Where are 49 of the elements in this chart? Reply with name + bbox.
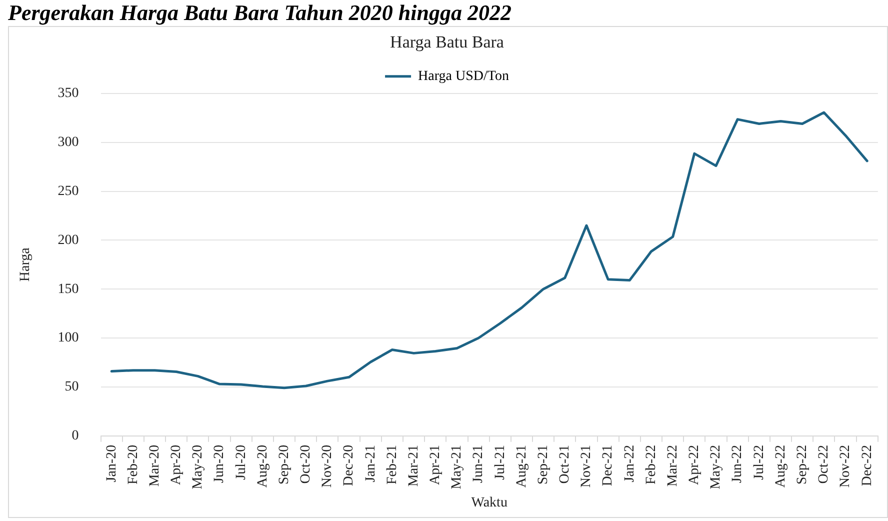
text: Pergerakan Harga Batu Bara Tahun 2020 hingga 2022 [8,0,512,26]
y-tick-label: 50 [64,380,79,395]
x-tick-label: Dec-20 [342,444,357,486]
y-tick-label: 300 [58,134,79,150]
y-tick-label: 0 [72,428,79,444]
x-tick-label: Jan-20 [104,444,120,482]
x-tick-label: Feb-21 [384,444,400,485]
x-tick-label: Jun-20 [212,444,228,483]
x-tick-label: Jul-22 [752,444,767,480]
x-tick-label: Mar-22 [665,444,680,487]
x-tick-label: Nov-20 [320,444,336,488]
x-tick-label: Mar-21 [406,444,422,487]
y-tick-label: 100 [58,330,79,346]
x-tick-label: Jul-20 [234,444,249,480]
x-tick-label: Mar-20 [147,444,162,487]
x-tick-label: Aug-20 [255,444,270,488]
y-tick-label: 150 [58,282,79,297]
chart-title: Harga Batu Bara [390,32,504,52]
x-tick-label: Oct-20 [298,444,314,484]
x-axis-title: Waktu [471,495,508,510]
x-tick-label: Aug-22 [773,444,788,488]
x-tick-label: Nov-21 [579,444,594,488]
x-tick-label: Dec-22 [860,444,875,486]
y-tick-label: 350 [58,86,79,102]
x-tick-label: Jan-21 [363,444,378,482]
x-tick-label: Jan-22 [622,444,638,482]
x-tick-label: Sep-22 [795,444,810,485]
x-tick-label: Oct-22 [816,444,832,484]
x-tick-label: May-21 [450,444,465,490]
x-tick-label: Oct-21 [558,444,573,484]
x-tick-label: Apr-21 [428,444,444,486]
x-tick-label: Apr-22 [687,444,702,486]
y-tick-label: 250 [58,184,79,199]
x-tick-label: Dec-21 [600,444,616,486]
x-tick-label: Feb-22 [644,444,659,485]
x-tick-label: Feb-20 [126,444,141,485]
x-tick-label: Apr-20 [169,444,184,486]
x-tick-label: Jul-21 [492,444,508,480]
x-tick-label: Nov-22 [838,444,854,488]
x-tick-label: Aug-21 [514,444,530,488]
legend-label: Harga USD/Ton [418,69,509,84]
x-tick-label: Sep-21 [536,444,551,485]
x-tick-label: Jun-22 [730,444,746,483]
x-tick-label: May-22 [708,444,724,490]
x-tick-label: Sep-20 [276,444,292,485]
y-tick-label: 200 [58,232,79,248]
x-tick-label: Jun-21 [471,444,486,483]
y-axis-title: Harga [18,246,34,282]
x-tick-label: May-20 [190,444,206,490]
